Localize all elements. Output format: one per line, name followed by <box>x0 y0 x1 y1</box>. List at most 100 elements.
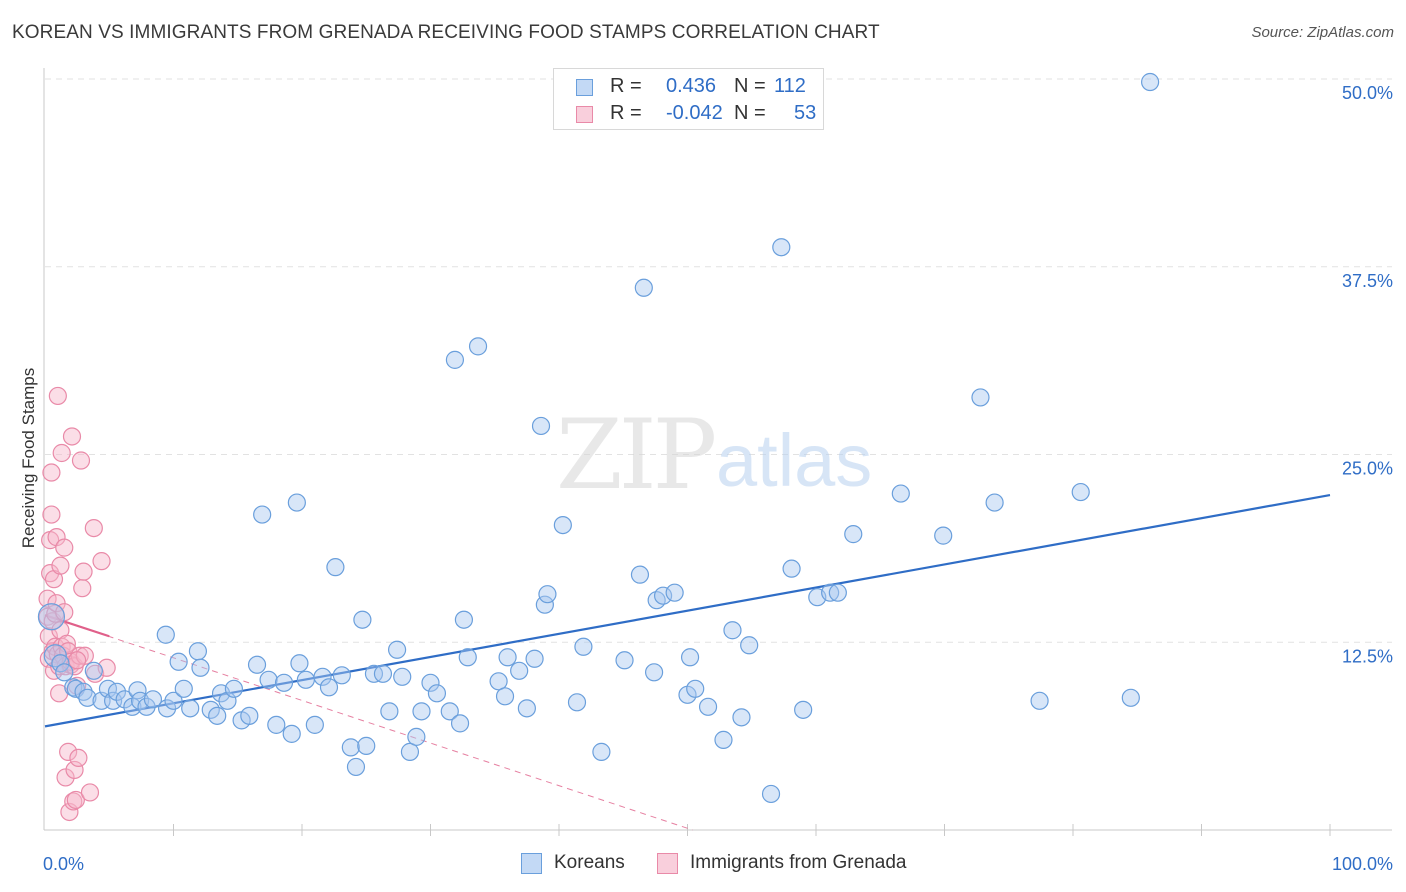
data-point-grenada <box>74 562 93 581</box>
data-point-koreans <box>634 278 653 297</box>
data-point-koreans <box>458 648 477 667</box>
data-point-koreans <box>400 742 420 761</box>
y-axis-label: Receiving Food Stamps <box>19 368 38 548</box>
data-point-koreans <box>971 388 990 407</box>
data-point-koreans <box>567 693 587 712</box>
bottom-legend-label-koreans: Koreans <box>554 852 625 873</box>
data-point-grenada <box>52 443 71 463</box>
legend-n-label: N = <box>734 75 766 97</box>
data-point-koreans <box>332 666 351 685</box>
data-point-koreans <box>341 738 360 757</box>
data-point-koreans <box>407 727 426 746</box>
data-point-koreans <box>305 715 324 734</box>
data-point-koreans <box>240 706 259 725</box>
data-point-grenada <box>80 783 100 802</box>
data-point-koreans <box>274 673 294 692</box>
data-point-koreans <box>782 559 801 578</box>
data-point-koreans <box>51 654 70 673</box>
data-point-koreans <box>55 663 74 682</box>
data-point-koreans <box>353 610 372 629</box>
legend-r-value: -0.042 <box>666 102 723 124</box>
data-point-grenada <box>59 742 78 761</box>
data-point-koreans <box>412 702 431 721</box>
data-point-koreans <box>188 642 208 661</box>
data-point-koreans <box>510 661 529 680</box>
data-point-koreans <box>296 670 315 689</box>
data-point-koreans <box>740 636 759 655</box>
data-point-koreans <box>259 670 278 689</box>
data-point-koreans <box>247 655 267 674</box>
data-point-koreans <box>553 515 572 535</box>
data-point-koreans <box>574 637 593 656</box>
data-point-koreans <box>253 505 272 524</box>
legend-n-value: 112 <box>774 75 806 97</box>
legend-r-label: R = <box>610 75 642 97</box>
data-point-koreans <box>615 651 634 670</box>
data-point-koreans <box>828 583 847 602</box>
data-point-koreans <box>934 526 953 545</box>
chart-title: KOREAN VS IMMIGRANTS FROM GRENADA RECEIV… <box>12 22 880 43</box>
data-point-grenada <box>48 386 67 406</box>
data-point-koreans <box>357 736 376 755</box>
data-point-koreans <box>535 595 554 614</box>
data-point-koreans <box>525 649 544 668</box>
data-point-koreans <box>373 664 393 683</box>
data-point-koreans <box>104 691 123 710</box>
data-point-koreans <box>592 742 611 761</box>
bottom-legend-swatch-grenada <box>657 853 678 874</box>
data-point-koreans <box>208 706 227 725</box>
data-point-koreans <box>531 416 551 436</box>
data-point-grenada <box>55 538 74 557</box>
axes <box>43 68 1392 836</box>
data-point-koreans <box>319 678 339 697</box>
data-point-grenada <box>62 427 82 446</box>
stats-legend: R = 0.436 N = 112 R = -0.042 N = 53 <box>553 68 824 130</box>
data-point-koreans <box>78 688 97 707</box>
data-point-koreans <box>630 565 650 584</box>
data-point-koreans <box>450 714 470 733</box>
data-point-koreans <box>313 667 332 686</box>
data-point-koreans <box>714 730 733 749</box>
data-point-koreans <box>157 699 177 718</box>
y-tick-label: 12.5% <box>1342 646 1393 666</box>
data-point-koreans <box>115 690 134 709</box>
data-point-koreans <box>282 724 301 743</box>
data-point-koreans <box>517 699 536 718</box>
data-point-koreans <box>137 697 156 716</box>
data-point-koreans <box>698 697 718 716</box>
data-point-koreans <box>772 238 791 257</box>
legend-swatch-koreans <box>576 79 593 96</box>
data-point-koreans <box>653 586 673 605</box>
watermark: ZIP atlas <box>556 399 872 511</box>
data-point-koreans <box>287 493 306 512</box>
series-koreans-points <box>37 72 1160 804</box>
data-point-koreans <box>1121 688 1140 707</box>
data-point-koreans <box>84 661 103 680</box>
data-point-grenada <box>68 651 87 670</box>
data-point-koreans <box>985 493 1004 512</box>
data-point-koreans <box>107 682 127 701</box>
data-point-grenada <box>84 518 103 538</box>
legend-n-value: 53 <box>794 102 817 124</box>
data-point-koreans <box>723 621 742 640</box>
data-point-grenada <box>69 748 88 768</box>
data-point-koreans <box>538 585 557 604</box>
data-point-koreans <box>181 699 200 718</box>
data-point-koreans <box>174 679 193 698</box>
data-point-koreans <box>445 350 465 369</box>
data-point-koreans <box>427 684 447 703</box>
data-point-koreans <box>1140 72 1160 92</box>
y-tick-label: 25.0% <box>1342 459 1393 479</box>
trendline-grenada-extended <box>44 614 693 831</box>
y-tick-label: 37.5% <box>1342 271 1393 291</box>
legend-n-label: N = <box>734 102 766 124</box>
data-point-koreans <box>761 784 781 804</box>
data-point-koreans <box>387 640 407 659</box>
data-point-grenada <box>42 505 61 524</box>
data-point-grenada <box>66 790 85 810</box>
data-point-koreans <box>686 679 705 698</box>
data-point-koreans <box>489 672 508 691</box>
legend-r-label: R = <box>610 102 642 124</box>
data-point-koreans <box>498 648 517 667</box>
